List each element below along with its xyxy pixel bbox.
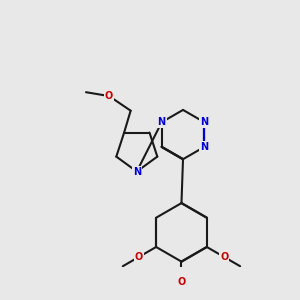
Text: N: N [133, 167, 141, 176]
Text: N: N [200, 142, 208, 152]
Text: O: O [220, 252, 228, 262]
Text: N: N [158, 117, 166, 127]
Text: O: O [177, 277, 186, 286]
Text: O: O [135, 252, 143, 262]
Text: N: N [200, 117, 208, 127]
Text: O: O [105, 91, 113, 101]
